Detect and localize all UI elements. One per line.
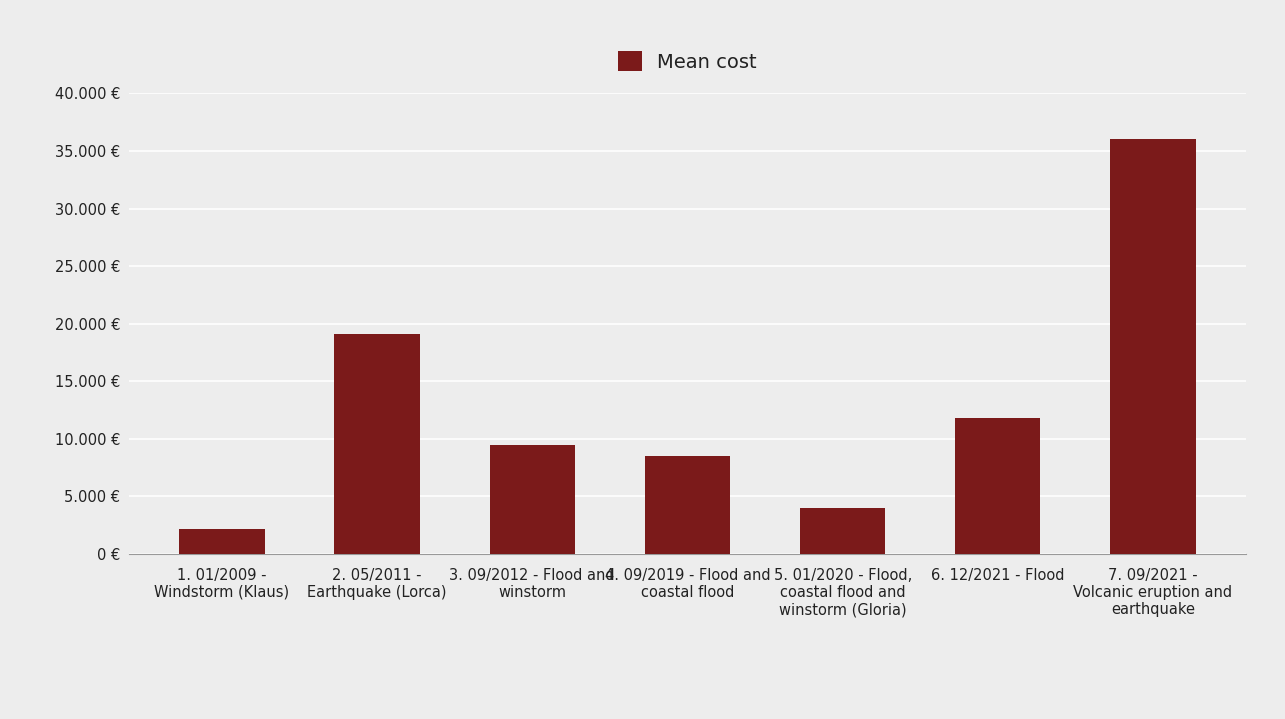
Bar [645, 456, 730, 554]
Bar [1110, 139, 1195, 554]
Bar [180, 529, 265, 554]
Bar [801, 508, 885, 554]
Legend: Mean cost: Mean cost [610, 43, 765, 80]
Bar [490, 446, 574, 554]
Bar [955, 418, 1041, 554]
Bar [334, 334, 420, 554]
